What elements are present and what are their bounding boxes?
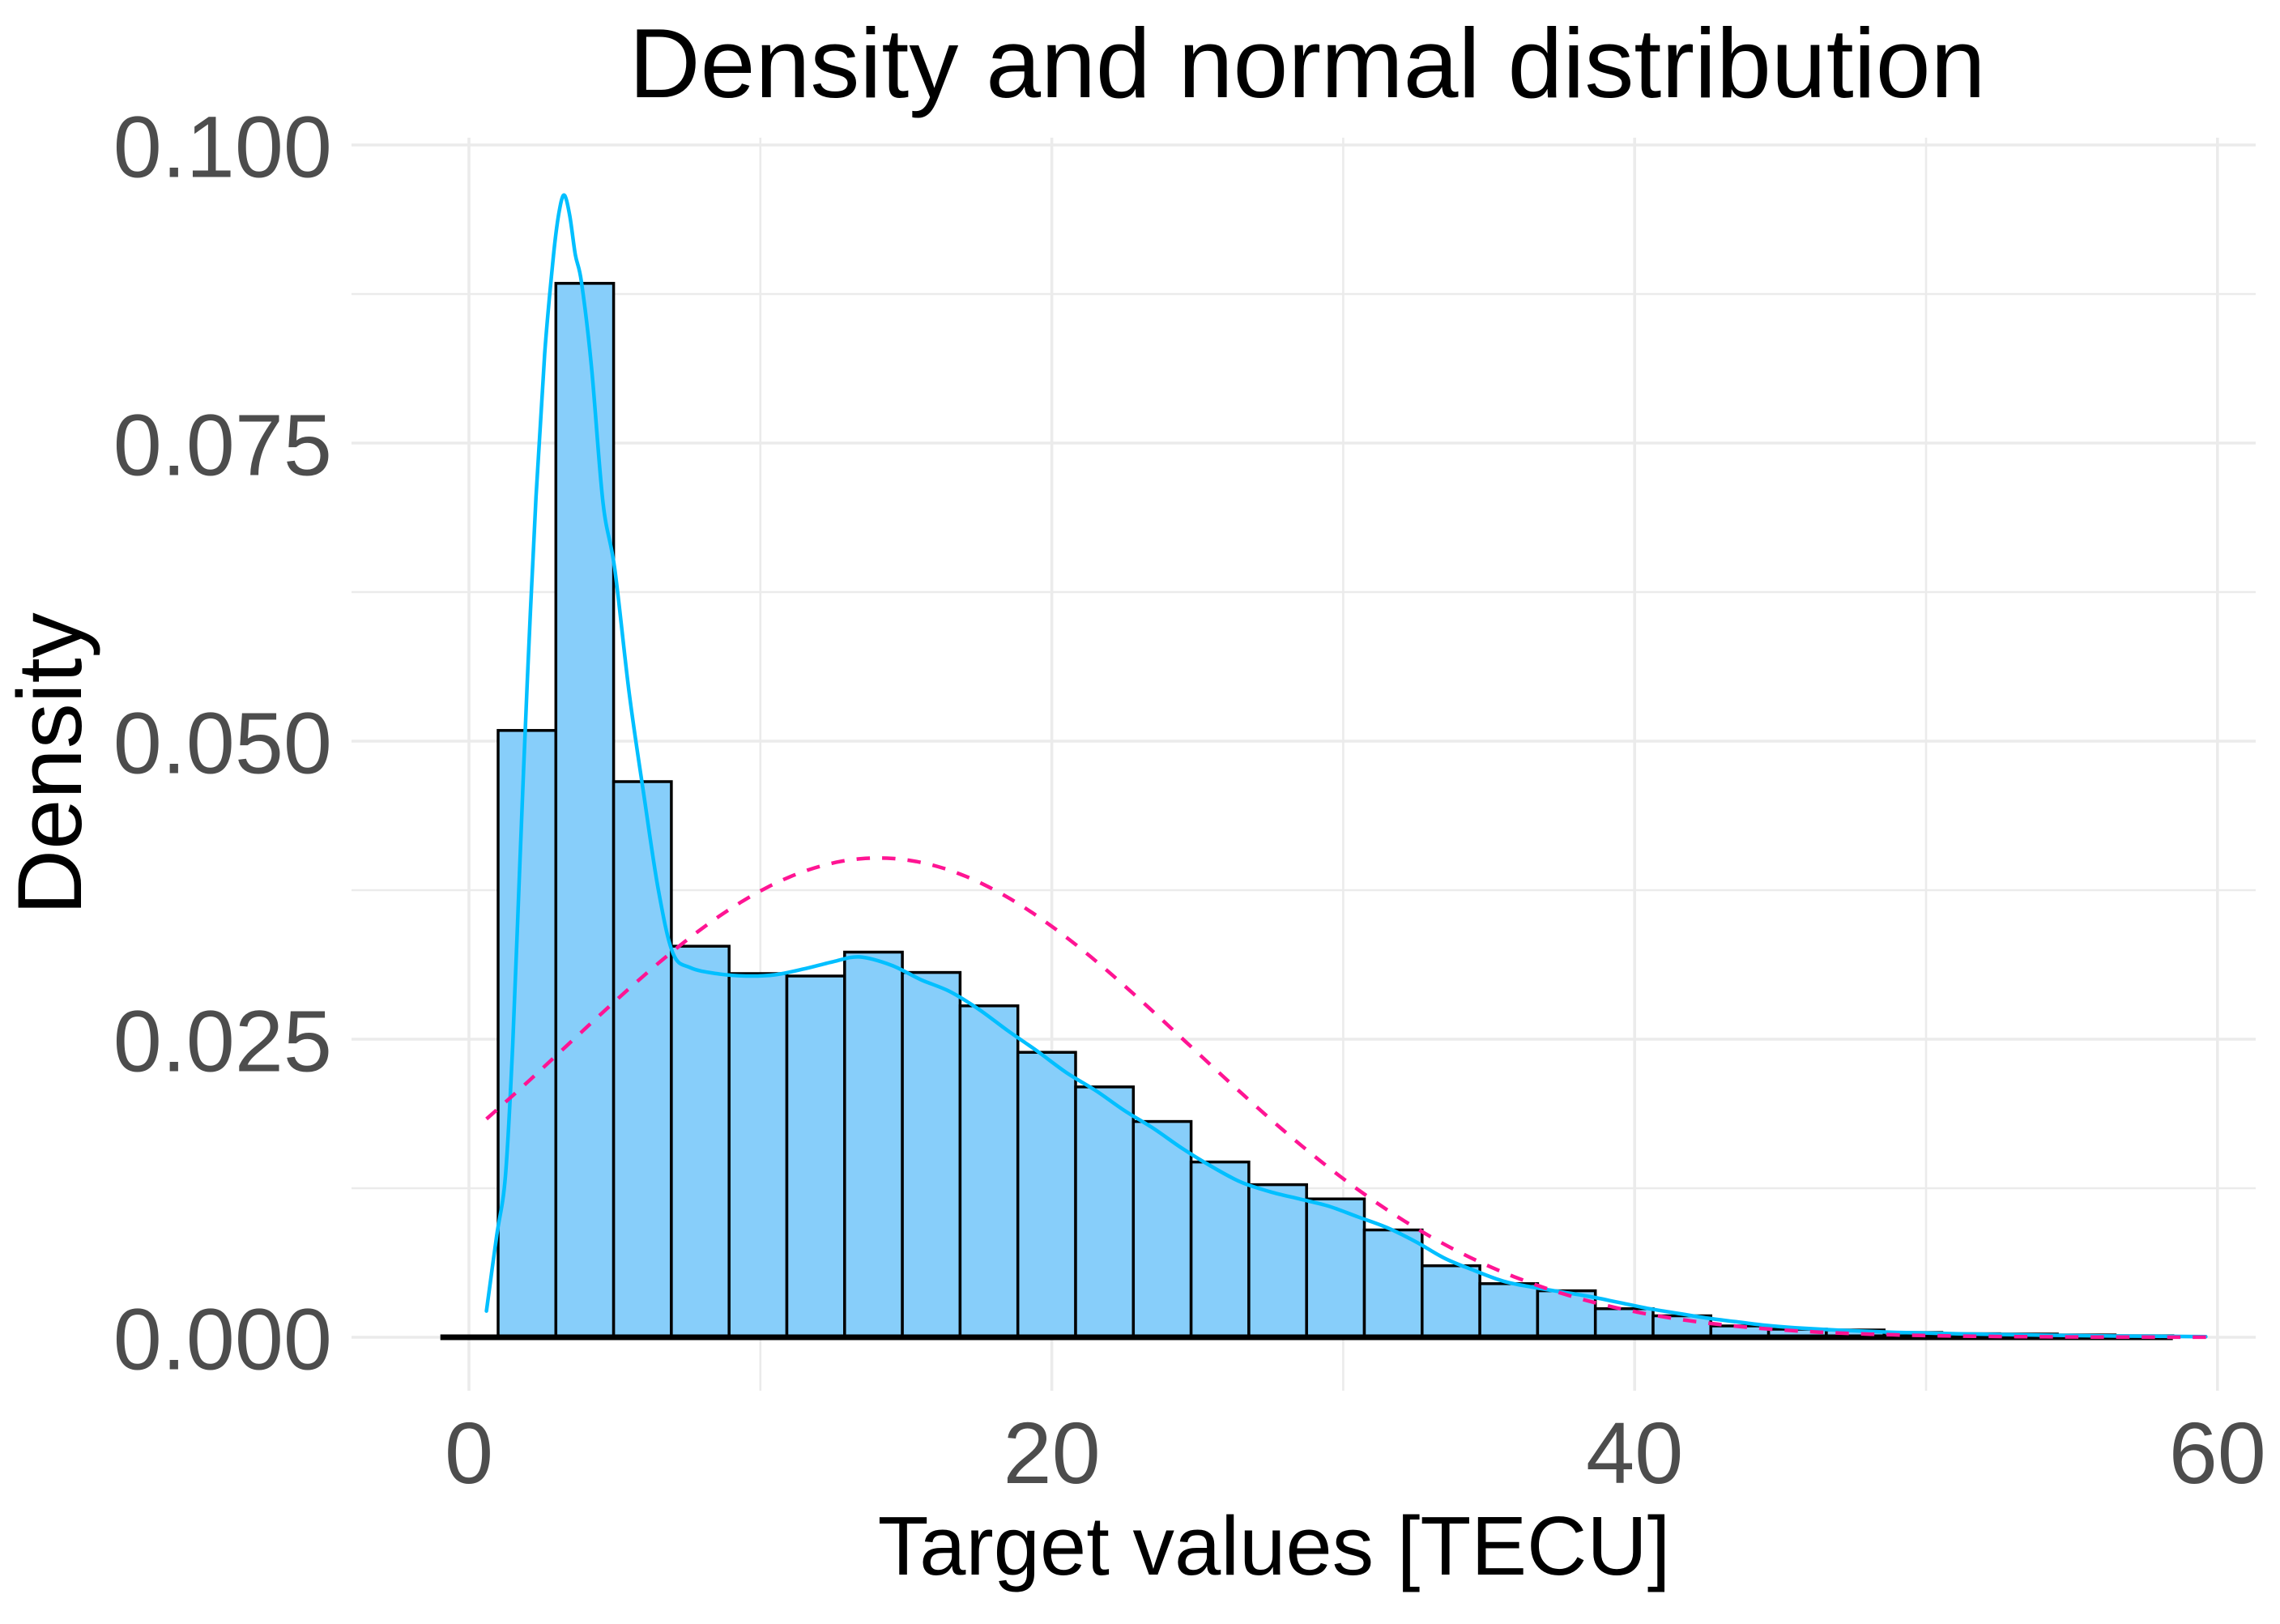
svg-text:0.000: 0.000 (113, 1290, 332, 1388)
svg-text:Density: Density (0, 612, 100, 914)
svg-text:Target values [TECU]: Target values [TECU] (878, 1499, 1671, 1592)
svg-text:0.075: 0.075 (113, 396, 332, 494)
svg-text:40: 40 (1586, 1404, 1683, 1502)
svg-text:0: 0 (445, 1404, 493, 1502)
svg-text:0.025: 0.025 (113, 992, 332, 1090)
svg-text:0.100: 0.100 (113, 98, 332, 196)
svg-text:Density and normal distributio: Density and normal distribution (629, 8, 1986, 118)
svg-text:60: 60 (2169, 1404, 2266, 1502)
svg-text:0.050: 0.050 (113, 694, 332, 792)
svg-text:20: 20 (1004, 1404, 1101, 1502)
